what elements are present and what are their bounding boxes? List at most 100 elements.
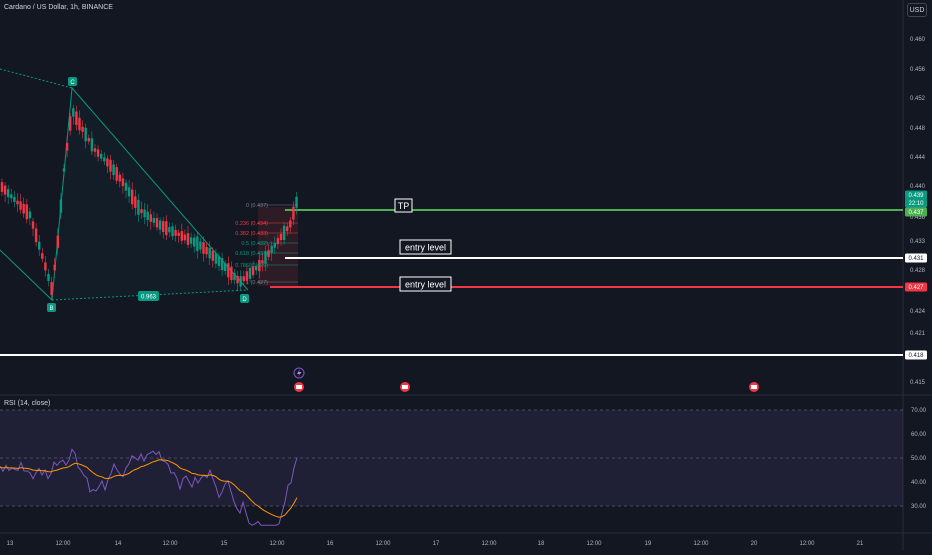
- time-axis-label: 18: [538, 541, 545, 547]
- time-axis-label: 12:00: [269, 541, 285, 547]
- price-badge-text: 0.427: [908, 285, 924, 291]
- price-axis-label: 0.424: [910, 309, 926, 315]
- candle-body: [193, 237, 196, 247]
- price-badge: 0.431: [905, 253, 927, 263]
- pattern-fill: [52, 88, 248, 300]
- candle-body: [115, 167, 118, 181]
- candle-body: [22, 203, 25, 214]
- time-axis-label: 15: [221, 541, 228, 547]
- candle-body: [224, 263, 227, 272]
- candle-body: [28, 211, 32, 219]
- time-axis-label: 13: [7, 541, 14, 547]
- candle-body: [273, 242, 276, 248]
- time-axis-label: 17: [433, 541, 440, 547]
- candle-body: [124, 182, 128, 191]
- candle-body: [0, 182, 4, 192]
- candle-body: [152, 218, 156, 223]
- candle-body: [25, 204, 28, 220]
- candle-body: [155, 218, 159, 228]
- fib-level-label: 0.5 (0.432): [241, 241, 268, 247]
- take-profit-text: TP: [398, 201, 410, 211]
- fib-labels: 0 (0.437) 0.236 (0.434) 0.382 (0.433) 0.5 (…: [235, 203, 298, 286]
- currency-button[interactable]: USD: [907, 3, 927, 17]
- candle-body: [279, 233, 283, 241]
- candle-body: [131, 189, 134, 205]
- candle-body: [286, 226, 289, 232]
- time-axis-label: 20: [751, 541, 758, 547]
- candle-body: [149, 214, 152, 222]
- candle-body: [289, 220, 292, 228]
- candle-body: [109, 159, 112, 172]
- rsi-axis-label: 60.00: [911, 432, 927, 438]
- pattern-legs[interactable]: [0, 86, 249, 302]
- candle-body: [38, 241, 41, 250]
- entry-box-upper[interactable]: entry level: [399, 239, 452, 255]
- candle-body: [183, 234, 187, 241]
- candle-body: [174, 229, 177, 236]
- calendar-event-icon[interactable]: [400, 382, 410, 392]
- candle-body: [87, 137, 90, 142]
- calendar-event-icon[interactable]: [294, 382, 304, 392]
- candle-body: [84, 127, 87, 142]
- rsi-axis: 70.00 60.00 50.00 40.00 30.00: [911, 408, 927, 510]
- time-axis-label: 12:00: [375, 541, 391, 547]
- candle-body: [199, 241, 202, 250]
- price-badge: 0.418: [905, 350, 927, 360]
- candle-body: [121, 178, 125, 186]
- candlestick-series: [0, 104, 298, 301]
- symbol-title[interactable]: Cardano / US Dollar, 1h, BINANCE: [4, 4, 113, 11]
- candle-body: [47, 274, 50, 281]
- candle-body: [171, 226, 174, 237]
- price-badge: 0.439: [905, 190, 927, 200]
- price-badge-text: 0.439: [908, 193, 924, 199]
- pattern-ratio-label: 0.963: [141, 295, 157, 301]
- candle-body: [189, 237, 193, 244]
- price-badge-text: 0.437: [908, 210, 924, 216]
- candle-body: [137, 199, 140, 215]
- fib-level-label: 0 (0.437): [246, 203, 268, 209]
- candle-body: [245, 271, 249, 281]
- candle-body: [78, 117, 81, 131]
- price-axis-label: 0.428: [910, 268, 926, 274]
- candle-body: [230, 266, 233, 281]
- price-axis-label: 0.460: [910, 37, 926, 43]
- price-badge-text: 0.418: [908, 353, 924, 359]
- fib-level-label: 0.786 (0.429): [235, 263, 268, 269]
- candle-body: [19, 201, 22, 210]
- time-axis-label: 14: [115, 541, 122, 547]
- candle-body: [112, 164, 115, 176]
- take-profit-box[interactable]: TP: [394, 198, 413, 213]
- price-axis[interactable]: 0.460 0.456 0.452 0.448 0.444 0.440 0.436 0.433…: [910, 37, 926, 386]
- candle-body: [248, 267, 252, 279]
- candle-body: [180, 231, 183, 241]
- candle-body: [96, 149, 100, 157]
- candle-body: [143, 209, 146, 218]
- rsi-title[interactable]: RSI (14, close): [4, 400, 51, 407]
- candle-body: [211, 250, 214, 261]
- candle-body: [3, 185, 7, 195]
- entry-text-lower: entry level: [405, 280, 446, 290]
- price-axis-label: 0.456: [910, 67, 926, 73]
- candle-body: [236, 275, 239, 284]
- time-axis-label: 16: [327, 541, 334, 547]
- calendar-event-icon[interactable]: [749, 382, 759, 392]
- lightning-icon[interactable]: [293, 367, 305, 379]
- candle-body: [127, 187, 131, 197]
- candle-body: [220, 258, 224, 271]
- candle-body: [227, 263, 230, 278]
- entry-text-upper: entry level: [405, 243, 446, 253]
- candle-body: [90, 138, 94, 152]
- pattern-point-d: D: [240, 294, 249, 303]
- candle-body: [264, 251, 267, 264]
- entry-box-lower[interactable]: entry level: [399, 276, 452, 292]
- price-badge: 0.437: [905, 207, 927, 217]
- candle-body: [258, 260, 261, 272]
- candle-body: [168, 227, 171, 233]
- candle-body: [255, 266, 258, 271]
- time-axis[interactable]: 13 12:00 14 12:00 15 12:00 16 12:00 17 12:00 18 12:…: [7, 541, 864, 547]
- candle-body: [267, 250, 270, 257]
- candle-body: [118, 174, 121, 182]
- candle-body: [242, 276, 245, 282]
